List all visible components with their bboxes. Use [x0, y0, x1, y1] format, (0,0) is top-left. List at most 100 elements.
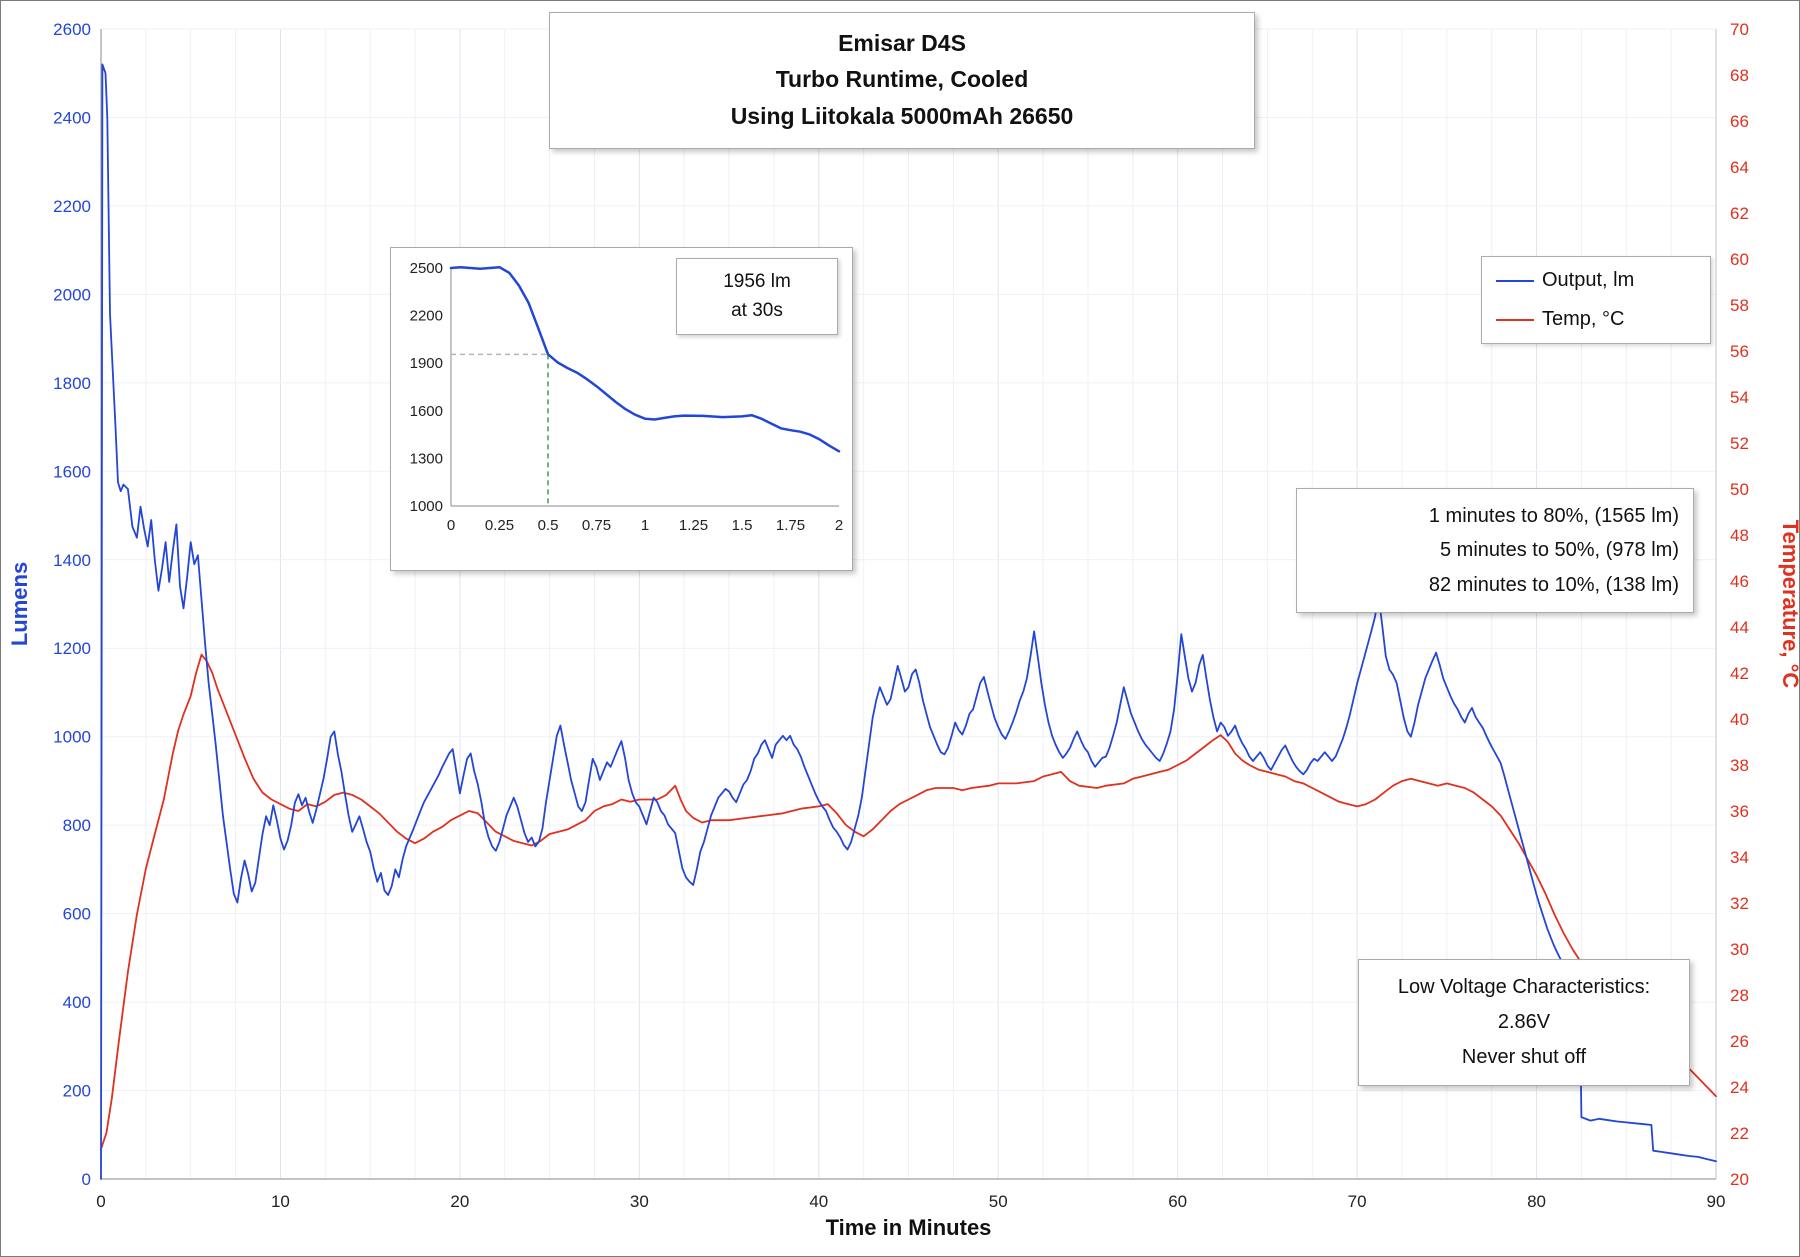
low-voltage-line-2: 2.86V: [1497, 1011, 1551, 1033]
svg-text:42: 42: [1730, 664, 1749, 683]
right-axis-title: Temperature, °C: [1778, 520, 1800, 689]
svg-text:50: 50: [1730, 480, 1749, 499]
svg-text:2200: 2200: [53, 197, 91, 216]
low-voltage-line-3: Never shut off: [1461, 1046, 1587, 1068]
inset-chart: 1000 1300 1600 1900 2200 2500 0 0.25 0.5 0.75 1 1.2…: [390, 247, 853, 571]
svg-text:600: 600: [63, 905, 91, 924]
svg-text:1200: 1200: [53, 639, 91, 658]
svg-text:46: 46: [1730, 572, 1749, 591]
chart-title: Emisar D4S Turbo Runtime, Cooled Using L…: [549, 12, 1255, 149]
svg-text:1: 1: [641, 517, 649, 534]
svg-text:80: 80: [1527, 1192, 1546, 1211]
svg-text:62: 62: [1730, 204, 1749, 223]
inset-annotation: 1956 lm at 30s: [676, 258, 838, 335]
svg-text:64: 64: [1730, 158, 1749, 177]
legend-item-output: Output, lm: [1496, 269, 1696, 292]
legend: Output, lm Temp, °C: [1481, 256, 1711, 344]
svg-text:2400: 2400: [53, 108, 91, 127]
svg-text:40: 40: [1730, 710, 1749, 729]
title-line-3: Using Liitokala 5000mAh 26650: [730, 102, 1074, 129]
inset-output-line: [449, 265, 841, 453]
svg-text:32: 32: [1730, 894, 1749, 913]
svg-text:2200: 2200: [410, 308, 443, 325]
svg-text:36: 36: [1730, 802, 1749, 821]
svg-text:1000: 1000: [53, 728, 91, 747]
low-voltage-annotation: Low Voltage Characteristics: 2.86V Never…: [1358, 959, 1690, 1086]
left-axis-title: Lumens: [7, 562, 32, 646]
inset-y-tick-labels: 1000 1300 1600 1900 2200 2500: [410, 260, 443, 515]
svg-text:2500: 2500: [410, 260, 443, 277]
x-axis-tick-labels: 0 10 20 30 40 50 60 70 80 90: [96, 1192, 1725, 1211]
svg-text:200: 200: [63, 1082, 91, 1101]
svg-text:1900: 1900: [410, 355, 443, 372]
svg-text:66: 66: [1730, 112, 1749, 131]
svg-text:26: 26: [1730, 1032, 1749, 1051]
runtime-line-1: 1 minutes to 80%, (1565 lm): [1428, 505, 1679, 527]
svg-text:34: 34: [1730, 848, 1749, 867]
svg-text:400: 400: [63, 993, 91, 1012]
runtime-line-2: 5 minutes to 50%, (978 lm): [1440, 539, 1679, 562]
svg-text:30: 30: [630, 1192, 649, 1211]
svg-text:68: 68: [1730, 66, 1749, 85]
svg-text:28: 28: [1730, 986, 1749, 1005]
svg-text:40: 40: [809, 1192, 828, 1211]
svg-text:44: 44: [1730, 618, 1749, 637]
svg-text:1.75: 1.75: [776, 517, 805, 534]
svg-text:2: 2: [835, 517, 843, 534]
svg-text:0: 0: [96, 1192, 105, 1211]
svg-text:54: 54: [1730, 388, 1749, 407]
svg-text:1400: 1400: [53, 551, 91, 570]
svg-text:0.75: 0.75: [582, 517, 611, 534]
svg-text:1000: 1000: [410, 498, 443, 515]
series-lines: [100, 63, 1717, 1180]
legend-label-temp: Temp, °C: [1542, 308, 1625, 330]
legend-item-temp: Temp, °C: [1496, 308, 1696, 331]
inset-marker-lines: [451, 353, 549, 506]
svg-text:0: 0: [447, 517, 455, 534]
inset-axis-lines: [450, 268, 839, 507]
svg-text:58: 58: [1730, 296, 1749, 315]
svg-text:90: 90: [1707, 1192, 1726, 1211]
inset-annotation-line-2: at 30s: [731, 300, 783, 322]
svg-text:38: 38: [1730, 756, 1749, 775]
svg-text:2000: 2000: [53, 285, 91, 304]
title-line-2: Turbo Runtime, Cooled: [775, 66, 1029, 93]
runtime-line-3: 82 minutes to 10%, (138 lm): [1428, 573, 1679, 596]
svg-text:52: 52: [1730, 434, 1749, 453]
svg-text:30: 30: [1730, 940, 1749, 959]
svg-text:800: 800: [63, 816, 91, 835]
inset-x-tick-labels: 0 0.25 0.5 0.75 1 1.25 1.5 1.75 2: [447, 517, 843, 534]
svg-text:48: 48: [1730, 526, 1749, 545]
svg-text:10: 10: [271, 1192, 290, 1211]
output-series-line: [100, 63, 1717, 1180]
svg-text:0.25: 0.25: [485, 517, 514, 534]
svg-text:60: 60: [1168, 1192, 1187, 1211]
x-axis-title: Time in Minutes: [826, 1215, 992, 1240]
svg-text:1300: 1300: [410, 450, 443, 467]
svg-text:20: 20: [450, 1192, 469, 1211]
inset-series: [449, 265, 841, 453]
svg-text:56: 56: [1730, 342, 1749, 361]
svg-text:20: 20: [1730, 1170, 1749, 1189]
svg-text:1600: 1600: [410, 403, 443, 420]
svg-text:60: 60: [1730, 250, 1749, 269]
svg-text:24: 24: [1730, 1078, 1749, 1097]
svg-text:50: 50: [989, 1192, 1008, 1211]
axis-titles: Lumens Temperature, °C Time in Minutes: [7, 520, 1800, 1240]
svg-text:1800: 1800: [53, 374, 91, 393]
svg-text:70: 70: [1730, 20, 1749, 39]
inset-annotation-line-1: 1956 lm: [723, 271, 791, 292]
svg-text:0.5: 0.5: [538, 517, 559, 534]
svg-text:1.5: 1.5: [732, 517, 753, 534]
svg-text:1.25: 1.25: [679, 517, 708, 534]
right-axis-tick-labels: 20 22 24 26 28 30 32 34 36 38 40 42 44 46 48 50 52 54 56 58…: [1730, 20, 1749, 1189]
svg-text:22: 22: [1730, 1124, 1749, 1143]
output-line-swatch: [1496, 279, 1534, 282]
svg-text:70: 70: [1348, 1192, 1367, 1211]
temp-line-swatch: [1496, 318, 1534, 321]
svg-text:1600: 1600: [53, 462, 91, 481]
title-line-1: Emisar D4S: [838, 30, 966, 56]
legend-label-output: Output, lm: [1542, 269, 1635, 291]
